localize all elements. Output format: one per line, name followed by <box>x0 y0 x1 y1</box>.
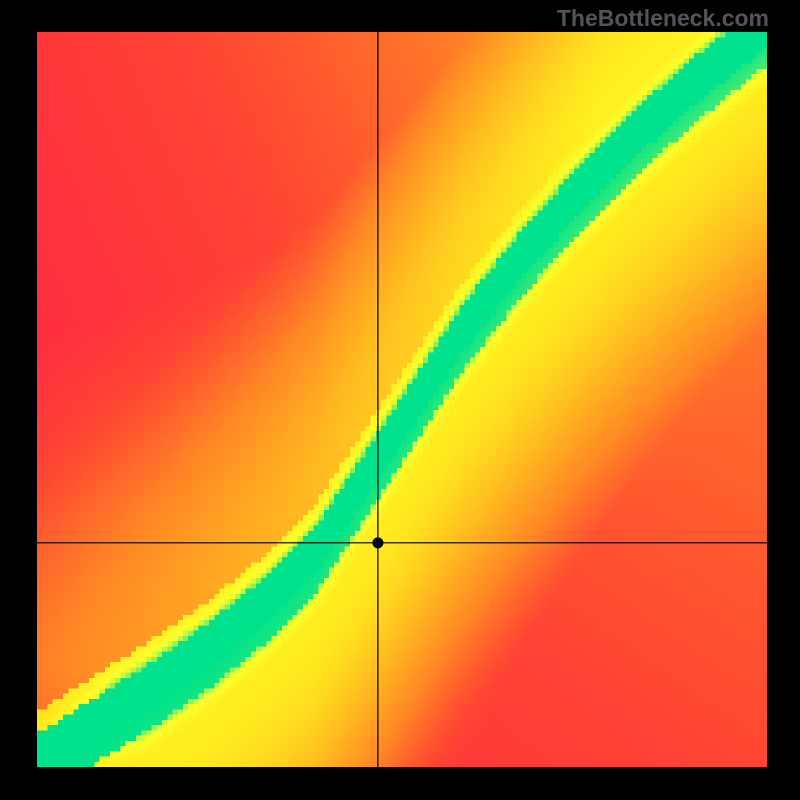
bottleneck-heatmap <box>37 32 767 767</box>
chart-container: TheBottleneck.com <box>0 0 800 800</box>
watermark-text: TheBottleneck.com <box>557 5 769 32</box>
